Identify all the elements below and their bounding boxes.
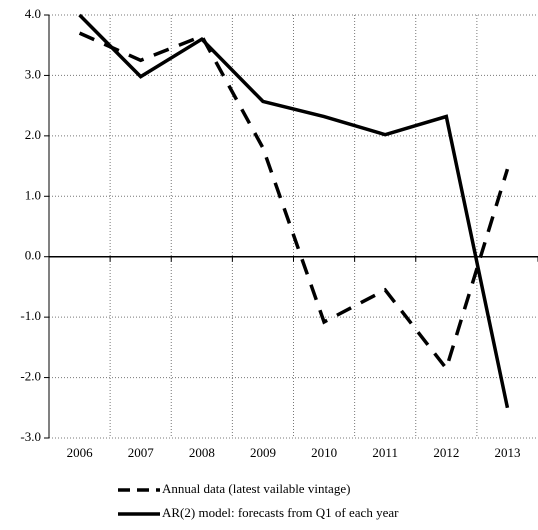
y-tick-label: -3.0 xyxy=(20,429,41,444)
x-tick-label: 2009 xyxy=(250,445,276,460)
x-tick-label: 2007 xyxy=(128,445,155,460)
x-tick-label: 2008 xyxy=(189,445,215,460)
x-tick-label: 2006 xyxy=(67,445,94,460)
y-tick-label: 1.0 xyxy=(25,187,41,202)
y-tick-label: 2.0 xyxy=(25,127,41,142)
series-line xyxy=(78,13,510,409)
series-line xyxy=(78,31,510,373)
legend-label: Annual data (latest vailable vintage) xyxy=(162,481,350,496)
x-tick-label: 2011 xyxy=(372,445,398,460)
y-tick-label: 3.0 xyxy=(25,66,41,81)
x-tick-label: 2010 xyxy=(311,445,337,460)
legend-label: AR(2) model: forecasts from Q1 of each y… xyxy=(162,505,399,520)
x-tick-label: 2012 xyxy=(433,445,459,460)
y-tick-label: -2.0 xyxy=(20,369,41,384)
y-tick-label: 0.0 xyxy=(25,248,41,263)
y-tick-label: -1.0 xyxy=(20,308,41,323)
x-tick-label: 2013 xyxy=(494,445,520,460)
y-tick-label: 4.0 xyxy=(25,6,41,21)
